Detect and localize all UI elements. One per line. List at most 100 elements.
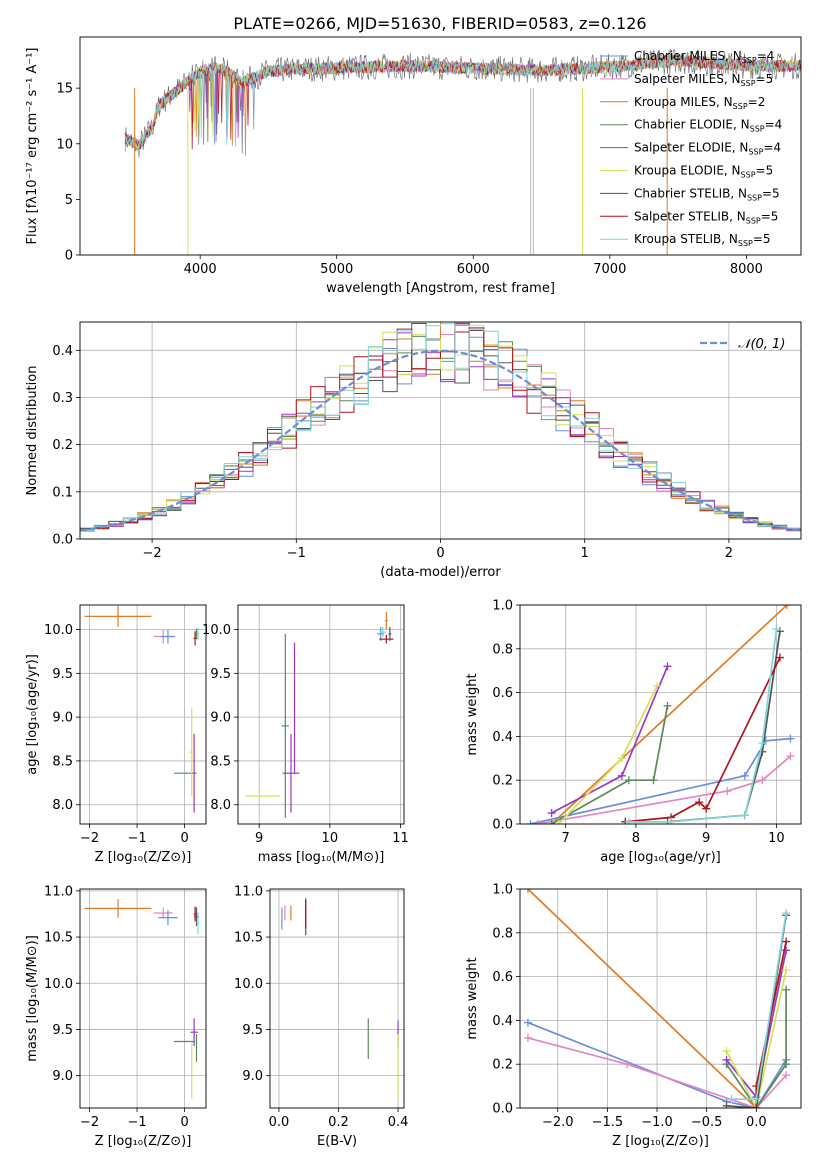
y-tick-label: 0.6	[492, 686, 513, 701]
y-tick-label: 0.2	[52, 438, 73, 453]
x-axis-label: age [log₁₀(age/yr)]	[600, 850, 721, 865]
y-tick-label: 8.5	[210, 754, 231, 769]
age-vs-Z-chart: −2 −1 0 8.0 8.5 9.0 9.5 10.0 Z [log₁₀(Z/Z⊙)] age …	[25, 604, 207, 865]
x-tick-label: 0.2	[328, 1115, 349, 1130]
legend-label: Kroupa MILES, NSSP=2	[634, 95, 765, 111]
weight-marker	[649, 776, 658, 785]
y-tick-label: 9.5	[52, 667, 73, 682]
x-tick-label: −2	[80, 1115, 99, 1130]
x-tick-label: −1	[287, 546, 306, 561]
x-tick-label: 9	[255, 831, 263, 846]
x-axis-label: E(B-V)	[317, 1134, 357, 1149]
weight-line	[625, 631, 781, 823]
mass-vs-Z-chart: −2 −1 0 9.0 9.5 10.0 10.5 11.0 Z [log₁₀(Z/Z⊙)] ma…	[25, 884, 207, 1149]
weight-marker	[786, 734, 795, 743]
y-tick-label: 8.0	[210, 798, 231, 813]
x-tick-label: −2.0	[542, 1115, 574, 1130]
weight-marker	[624, 817, 633, 824]
x-tick-label: 0.4	[388, 1115, 409, 1130]
weight-series	[526, 605, 795, 824]
y-tick-label: 10.5	[234, 931, 263, 946]
x-tick-label: −1	[127, 1115, 146, 1130]
weight-marker	[786, 752, 795, 761]
weight-marker	[723, 787, 732, 796]
x-tick-label: 0.0	[269, 1115, 290, 1130]
weight-line	[725, 969, 787, 1108]
y-tick-label: 9.5	[52, 1023, 73, 1038]
weight-marker	[782, 1060, 791, 1069]
weight-line	[537, 755, 792, 824]
x-tick-label: 0.0	[746, 1115, 767, 1130]
spectrum-chart: 4000 5000 6000 7000 8000 0 5 10 15 wavelength [An…	[25, 36, 802, 296]
weight-marker	[775, 653, 784, 662]
y-tick-label: 9.5	[242, 1023, 263, 1038]
histogram-series	[80, 322, 801, 534]
y-tick-label: 0.8	[492, 926, 513, 941]
y-tick-label: 0.1	[52, 485, 73, 500]
weight-line	[551, 605, 788, 824]
weight-marker	[523, 1033, 532, 1042]
axes-frame	[519, 604, 802, 825]
y-axis-label: Flux [fλ10⁻¹⁷ erg cm⁻² s⁻¹ A⁻¹]	[25, 48, 40, 245]
spectrum-lines	[124, 48, 801, 255]
weight-line	[527, 889, 757, 1108]
weight-marker	[722, 1055, 731, 1064]
weight-line	[628, 628, 778, 823]
y-tick-label: 0.0	[492, 818, 513, 833]
weight-marker	[782, 1071, 791, 1080]
y-tick-label: 5	[65, 193, 73, 208]
weight-marker	[652, 682, 661, 691]
y-tick-label: 15	[56, 82, 73, 97]
x-tick-label: 0	[436, 546, 444, 561]
axes-frame	[237, 604, 405, 825]
y-tick-label: 10.0	[44, 977, 73, 992]
x-tick-label: −1.0	[641, 1115, 673, 1130]
y-tick-label: 10.0	[44, 623, 73, 638]
axes-frame	[79, 36, 802, 256]
x-tick-label: 1	[581, 546, 589, 561]
x-tick-label: −0.5	[691, 1115, 723, 1130]
x-tick-label: 0	[180, 831, 188, 846]
errorbar-series	[281, 898, 399, 1099]
y-tick-label: 1.0	[492, 883, 513, 898]
weight-marker	[523, 889, 532, 893]
y-tick-label: 0.8	[492, 642, 513, 657]
spectrum-legend: Chabrier MILES, NSSP=4 Salpeter MILES, NS…	[600, 49, 782, 248]
y-tick-label: 11.0	[234, 884, 263, 899]
legend-label: Chabrier MILES, NSSP=4	[634, 49, 774, 65]
legend-label: Chabrier ELODIE, NSSP=4	[634, 118, 782, 134]
histogram-step	[80, 323, 801, 533]
axes-frame	[79, 888, 207, 1109]
weight-marker	[772, 625, 781, 634]
y-tick-label: 0	[65, 249, 73, 264]
weight-series	[523, 889, 791, 1108]
y-tick-label: 10.5	[44, 931, 73, 946]
histogram-step	[80, 323, 801, 533]
weight-line	[527, 1037, 787, 1108]
y-tick-label: 11.0	[44, 884, 73, 899]
weight-marker	[740, 771, 749, 780]
y-tick-label: 0.4	[52, 344, 73, 359]
legend-label: Kroupa STELIB, NSSP=5	[634, 232, 771, 248]
age-vs-mass-chart: 9 10 11 8.0 8.5 9.0 9.5 10.0 mass [log₁₀(M/M⊙)]	[202, 604, 409, 865]
weight-marker	[727, 1095, 736, 1104]
weight-marker	[782, 966, 791, 975]
weight-marker	[782, 605, 791, 609]
x-axis-label: Z [log₁₀(Z/Z⊙)]	[612, 1134, 709, 1149]
weight-marker	[554, 820, 563, 824]
weight-marker	[722, 1101, 731, 1108]
weight-marker	[663, 662, 672, 671]
legend-label: Chabrier STELIB, NSSP=5	[634, 186, 780, 202]
weight-marker	[533, 820, 542, 824]
y-tick-label: 0.6	[492, 970, 513, 985]
y-tick-label: 9.5	[210, 667, 231, 682]
x-tick-label: 4000	[184, 262, 217, 277]
weight-marker	[782, 909, 791, 918]
y-tick-label: 9.0	[210, 711, 231, 726]
weight-marker	[702, 804, 711, 813]
weight-marker	[782, 985, 791, 994]
legend-label: Salpeter ELODIE, NSSP=4	[634, 141, 781, 157]
figure-title: PLATE=0266, MJD=51630, FIBERID=0583, z=0…	[233, 14, 646, 33]
x-tick-label: 6000	[457, 262, 490, 277]
